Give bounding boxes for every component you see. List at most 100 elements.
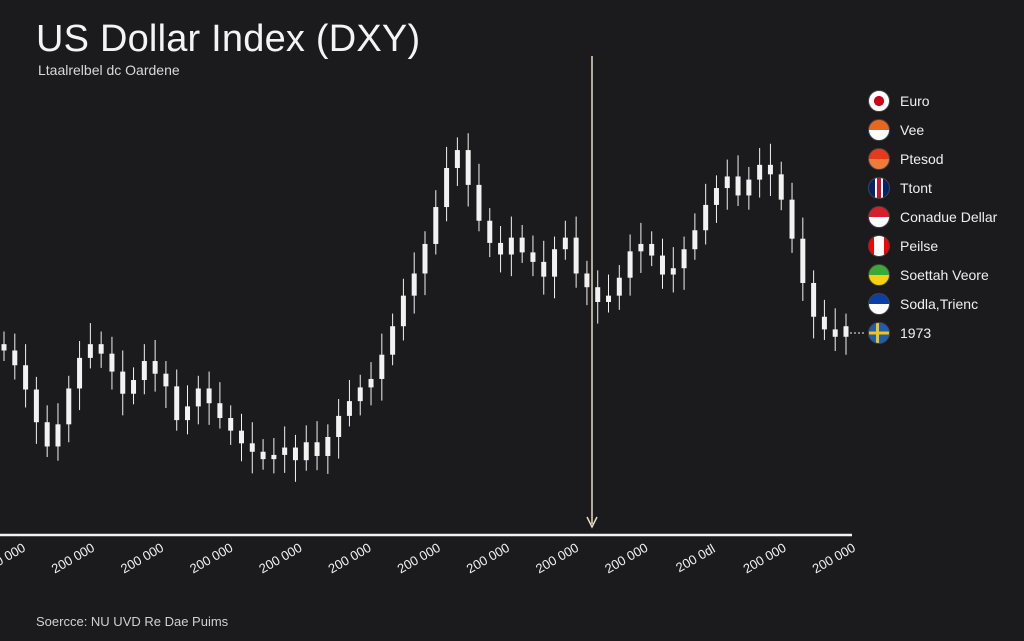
- x-tick-label: 200 000: [533, 540, 581, 576]
- candle-body: [66, 388, 72, 425]
- candle-body: [454, 150, 460, 169]
- legend-label: Vee: [900, 121, 925, 138]
- blue-white-flag-icon: [868, 292, 890, 315]
- candle-body: [336, 415, 342, 437]
- candle-body: [465, 150, 471, 185]
- candle-body: [519, 237, 525, 253]
- legend-label: Euro: [900, 92, 930, 109]
- legend-item: Euro: [868, 86, 1018, 115]
- x-tick-label: 200 000: [810, 540, 858, 576]
- legend-label: Peilse: [900, 237, 939, 254]
- candle-body: [379, 354, 385, 379]
- legend-item: Soettah Veore: [868, 260, 1018, 289]
- candle-body: [573, 237, 579, 274]
- candle-body: [238, 430, 244, 444]
- candle-body: [552, 249, 558, 277]
- legend: Euro Vee Ptesod Ttont Conadue Dellar Peilse So…: [868, 86, 1018, 347]
- chart-title: US Dollar Index (DXY): [36, 18, 421, 60]
- candle-body: [832, 329, 838, 337]
- candle-body: [562, 237, 568, 250]
- legend-item: 1973: [868, 318, 1018, 347]
- legend-label: Ttont: [900, 179, 932, 196]
- x-tick-label: 200 0dl: [673, 541, 718, 575]
- legend-item: Peilse: [868, 231, 1018, 260]
- candle-body: [163, 373, 169, 387]
- x-tick-label: 200 000: [602, 540, 650, 576]
- candle-body: [627, 251, 633, 278]
- legend-label: Ptesod: [900, 150, 944, 167]
- red-orange-flag-icon: [868, 147, 890, 170]
- candle-body: [778, 174, 784, 200]
- candle-body: [821, 316, 827, 330]
- x-tick-label: 200 000: [395, 540, 443, 576]
- candle-body: [185, 406, 191, 421]
- candle-body: [217, 403, 223, 418]
- candle-body: [422, 243, 428, 274]
- candle-body: [411, 273, 417, 296]
- legend-item: Ttont: [868, 173, 1018, 202]
- orange-flag-icon: [868, 118, 890, 141]
- candle-body: [541, 261, 547, 277]
- x-tick-label: 200 000: [118, 540, 166, 576]
- candle-body: [692, 230, 698, 250]
- candle-body: [357, 387, 363, 402]
- candle-body: [616, 277, 622, 296]
- chart-subtitle: Ltaalrelbel dc Oardene: [38, 62, 180, 78]
- candle-body: [23, 365, 29, 390]
- candle-body: [206, 388, 212, 404]
- legend-item: Ptesod: [868, 144, 1018, 173]
- x-tick-label: 200 000: [0, 540, 28, 576]
- legend-item: Vee: [868, 115, 1018, 144]
- candle-body: [746, 179, 752, 196]
- candle-body: [390, 326, 396, 355]
- candle-body: [87, 344, 93, 358]
- candle-body: [703, 204, 709, 231]
- candle-body: [724, 176, 730, 189]
- x-tick-label: 200 000: [464, 540, 512, 576]
- candle-body: [44, 422, 50, 447]
- legend-label: Soettah Veore: [900, 266, 989, 283]
- candle-body: [584, 273, 590, 288]
- candle-body: [228, 418, 234, 431]
- japan-flag-icon: [868, 89, 890, 112]
- candle-body: [109, 353, 115, 372]
- candle-body: [606, 295, 612, 302]
- candle-body: [789, 199, 795, 239]
- candle-body: [77, 357, 83, 389]
- candle-body: [595, 287, 601, 302]
- candle-body: [314, 442, 320, 456]
- x-tick-label: 200 000: [325, 540, 373, 576]
- candle-body: [400, 295, 406, 327]
- legend-label: Conadue Dellar: [900, 208, 998, 225]
- candle-body: [811, 282, 817, 317]
- vertical-marker: [586, 56, 598, 529]
- candle-body: [530, 252, 536, 262]
- legend-item: Sodla,Trienc: [868, 289, 1018, 318]
- candle-body: [260, 451, 266, 460]
- candle-body: [487, 220, 493, 243]
- candles-group: [1, 133, 849, 482]
- candle-body: [33, 389, 39, 423]
- marker-arrowhead-icon: [586, 516, 598, 529]
- x-tick-label: 200 000: [49, 540, 97, 576]
- candle-body: [638, 243, 644, 252]
- candle-body: [757, 164, 763, 180]
- candle-body: [55, 424, 61, 447]
- candle-body: [800, 238, 806, 283]
- candle-body: [498, 242, 504, 255]
- x-tick-label: 200 000: [187, 540, 235, 576]
- candle-body: [174, 386, 180, 421]
- candle-body: [325, 436, 331, 456]
- candle-body: [141, 361, 147, 381]
- candle-body: [249, 443, 255, 452]
- uk-flag-icon: [868, 176, 890, 199]
- candle-body: [368, 378, 374, 388]
- candle-body: [152, 361, 158, 374]
- candle-body: [292, 447, 298, 461]
- candle-body: [670, 268, 676, 275]
- candle-body: [303, 442, 309, 461]
- candle-body: [346, 401, 352, 416]
- candle-body: [1, 344, 7, 351]
- candle-body: [659, 255, 665, 275]
